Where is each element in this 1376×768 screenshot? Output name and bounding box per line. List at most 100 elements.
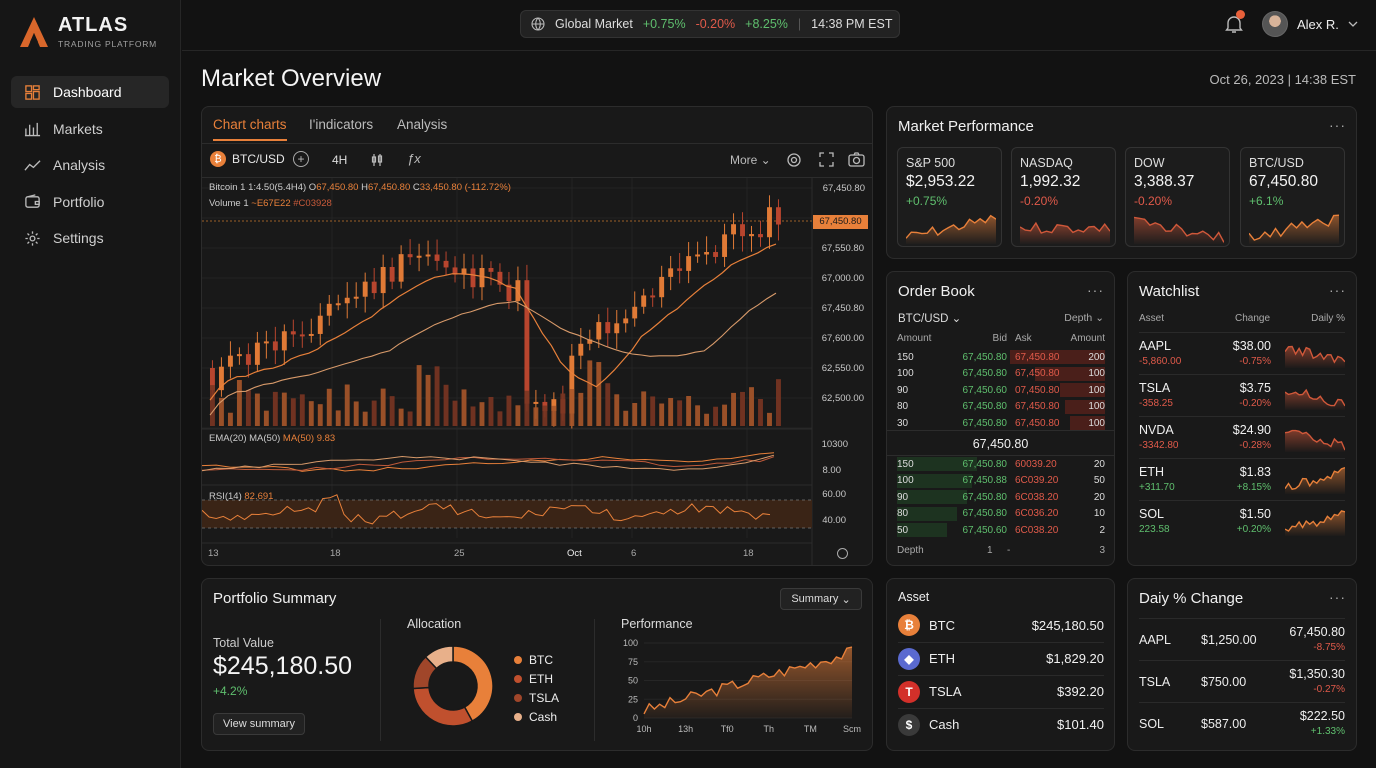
more-options-icon[interactable]: ···	[1329, 117, 1346, 133]
tesla-icon: T	[898, 680, 920, 703]
candle-body	[308, 333, 314, 336]
sidebar-item-settings[interactable]: Settings	[11, 222, 169, 254]
order-book-row[interactable]: 80 67,450.80 67,450.80 100	[897, 399, 1105, 415]
volume-bar	[362, 411, 368, 426]
watchlist-row[interactable]: ETH +311.70 $1.83 +8.15%	[1139, 458, 1345, 500]
card-title: Portfolio Summary	[213, 590, 337, 607]
asset-row[interactable]: $ Cash $101.40	[898, 708, 1104, 740]
view-summary-button[interactable]: View summary	[213, 713, 305, 735]
order-book-row[interactable]: 100 67,450.80 67,450.80 100	[897, 366, 1105, 382]
interval-selector[interactable]: 4H	[332, 153, 348, 167]
order-book-row[interactable]: 100 67,450.88 6C039.20 50	[897, 473, 1105, 489]
watchlist-row[interactable]: SOL 223.58 $1.50 +0.20%	[1139, 500, 1345, 542]
rsi-line	[202, 494, 771, 525]
more-options-icon[interactable]: ···	[1087, 282, 1104, 298]
candle-body	[254, 342, 260, 365]
amount-cell: 50	[1093, 475, 1105, 486]
amount-cell: 90	[897, 491, 909, 503]
volume-bar	[713, 406, 719, 426]
asset-symbol: SOL	[1139, 507, 1165, 521]
notifications-button[interactable]	[1225, 10, 1245, 39]
settings-icon[interactable]	[786, 152, 802, 168]
allocation-donut-chart[interactable]	[406, 639, 500, 733]
symbol-selector[interactable]: ₿ BTC/USD	[210, 151, 285, 167]
volume-bar	[236, 380, 242, 426]
order-book-row[interactable]: 30 67,450.80 67,450.80 100	[897, 415, 1105, 431]
depth-selector[interactable]: Depth ⌄	[1064, 312, 1104, 324]
asset-percent: -0.20%	[1239, 398, 1271, 409]
divider	[594, 619, 595, 741]
brand-logo[interactable]: ATLAS TRADING PLATFORM	[18, 14, 157, 49]
add-symbol-icon[interactable]: +	[293, 151, 309, 167]
volume-label: Volume 1	[209, 198, 249, 209]
legend-swatch	[514, 655, 522, 664]
pair-label: BTC/USD	[898, 313, 949, 325]
asset-row[interactable]: ◆ ETH $1,829.20	[898, 642, 1104, 674]
sparkline-area	[1285, 467, 1345, 494]
order-book-row[interactable]: 90 67,450.80 6C038.20 20	[897, 489, 1105, 505]
watchlist-row[interactable]: TSLA -358.25 $3.75 -0.20%	[1139, 374, 1345, 416]
sparkline	[1249, 214, 1339, 244]
order-book-row[interactable]: 150 67,450.80 60039.20 20	[897, 456, 1105, 472]
more-button[interactable]: More ⌄	[730, 153, 771, 167]
legend-item: TSLA	[514, 688, 559, 707]
tab-chart[interactable]: Chart charts	[213, 117, 287, 132]
volume-bar	[371, 400, 377, 426]
sidebar-item-dashboard[interactable]: Dashboard	[11, 76, 169, 108]
summary-select[interactable]: Summary ⌄	[780, 588, 862, 610]
asset-price: $587.00	[1201, 717, 1247, 731]
tab-indicators[interactable]: I'indicators	[309, 117, 374, 132]
order-book-row[interactable]: 80 67,450.80 6C036.20 10	[897, 506, 1105, 522]
global-market-ticker[interactable]: Global Market +0.75% -0.20% +8.25% | 14:…	[520, 10, 900, 38]
tab-analysis[interactable]: Analysis	[397, 117, 448, 132]
volume-bar	[677, 400, 683, 426]
order-book-row[interactable]: 90 67,450.60 07,450.80 100	[897, 382, 1105, 398]
watchlist-row[interactable]: NVDA -3342.80 $24.90 -0.28%	[1139, 416, 1345, 458]
rsi-label: RSI(14)	[209, 491, 242, 502]
watchlist-row[interactable]: AAPL -5,860.00 $38.00 -0.75%	[1139, 332, 1345, 374]
ask-cell: 60039.20	[1015, 458, 1057, 470]
camera-icon[interactable]	[848, 152, 865, 167]
x-tick: 10h	[636, 724, 651, 734]
market-card-sp500[interactable]: S&P 500 $2,953.22 +0.75%	[897, 147, 1002, 247]
rsi-value: 82.691	[244, 491, 274, 502]
sidebar-item-portfolio[interactable]: Portfolio	[11, 186, 169, 218]
sparkline-line	[906, 214, 996, 239]
sidebar-item-markets[interactable]: Markets	[11, 113, 169, 145]
sparkline-line	[1134, 216, 1224, 243]
order-book-row[interactable]: 150 67,450.80 67,450.80 200	[897, 349, 1105, 365]
volume-bar	[254, 393, 260, 426]
market-change: -0.20%	[1020, 194, 1059, 208]
sidebar-item-analysis[interactable]: Analysis	[11, 149, 169, 181]
market-card-dow[interactable]: DOW 3,388.37 -0.20%	[1125, 147, 1230, 247]
market-card-btc[interactable]: BTC/USD 67,450.80 +6.1%	[1240, 147, 1345, 247]
pair-selector[interactable]: BTC/USD ⌄	[898, 313, 962, 325]
sidebar-nav: Dashboard Markets Analysis Portfolio Set…	[11, 76, 169, 259]
volume-bar	[668, 398, 674, 426]
order-book-row[interactable]: 50 67,450.60 6C038.20 2	[897, 522, 1105, 538]
asset-row[interactable]: T TSLA $392.20	[898, 675, 1104, 707]
price-axis-label: 67,000.00	[821, 273, 864, 284]
ask-cell: 6C038.20	[1015, 524, 1059, 536]
fullscreen-icon[interactable]	[819, 152, 834, 167]
more-options-icon[interactable]: ···	[1329, 589, 1346, 605]
area-line	[643, 646, 853, 715]
more-options-icon[interactable]: ···	[1329, 282, 1346, 298]
price-chart[interactable]	[202, 178, 872, 565]
function-icon[interactable]: ƒx	[407, 151, 421, 166]
amount-cell: 80	[897, 401, 909, 412]
reset-zoom-icon[interactable]	[837, 548, 848, 559]
user-menu[interactable]: Alex R.	[1262, 11, 1358, 37]
daily-change-row[interactable]: AAPL $1,250.00 67,450.80 -8.75%	[1139, 618, 1345, 660]
market-card-nasdaq[interactable]: NASDAQ 1,992.32 -0.20%	[1011, 147, 1116, 247]
sparkline-line	[1249, 214, 1339, 241]
daily-change-row[interactable]: SOL $587.00 $222.50 +1.33%	[1139, 702, 1345, 744]
asset-price: $1.50	[1239, 507, 1271, 521]
ticker-value-2: -0.20%	[695, 17, 736, 31]
volume-bar	[299, 394, 305, 426]
donut-slice	[412, 686, 474, 727]
candle-type-icon[interactable]	[370, 153, 384, 167]
daily-change-row[interactable]: TSLA $750.00 $1,350.30 -0.27%	[1139, 660, 1345, 702]
asset-row[interactable]: ₿ BTC $245,180.50	[898, 609, 1104, 641]
